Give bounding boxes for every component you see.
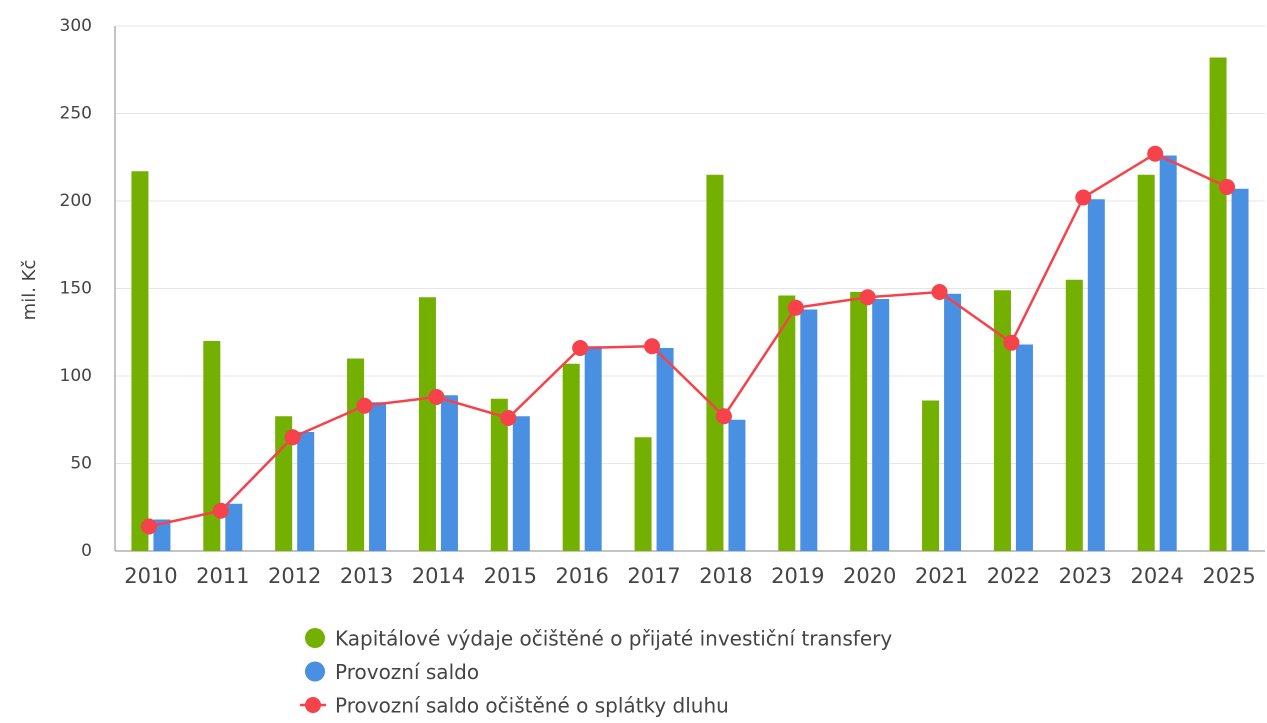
line-point [859,289,876,306]
bar [728,419,746,551]
x-tick-label: 2022 [987,564,1040,588]
x-tick-label: 2018 [699,564,752,588]
bar [1159,155,1177,551]
line-point [140,518,157,535]
bar [153,519,171,551]
y-tick-label: 0 [81,541,92,561]
line-point [284,429,301,446]
bar [369,402,387,551]
bar [584,346,602,551]
x-tick-label: 2014 [412,564,465,588]
bar [922,400,940,551]
x-tick-label: 2024 [1130,564,1183,588]
bar [418,297,436,551]
y-tick-label: 200 [60,191,92,211]
bar [131,171,149,551]
bar [297,432,315,551]
bar [872,299,890,551]
bar [347,358,365,551]
bar [1137,174,1155,551]
bar [203,341,221,551]
y-tick-label: 150 [60,279,92,299]
legend-marker [305,628,325,648]
line-point [715,408,732,425]
line-point [931,284,948,300]
y-axis-label: mil. Kč [19,260,40,321]
bar [944,293,962,551]
bar [1209,57,1227,551]
legend-marker [305,661,325,682]
line-point [787,299,804,316]
legend-label: Provozní saldo [335,660,479,684]
x-tick-label: 2020 [843,564,896,588]
y-tick-label: 250 [60,104,92,124]
bar [1087,199,1105,551]
x-tick-label: 2017 [627,564,680,588]
x-tick-label: 2010 [124,564,177,588]
bar [706,174,724,551]
line-point [212,502,229,519]
line-point [1147,145,1164,162]
bar [993,290,1011,551]
line-point [1003,334,1020,351]
legend-marker [305,697,321,713]
bar [1231,188,1249,551]
bar [440,395,458,551]
bar [656,348,674,551]
bar [490,398,508,551]
bar [800,309,818,551]
bar [850,292,868,551]
x-tick-label: 2016 [555,564,608,588]
x-tick-label: 2015 [484,564,537,588]
y-tick-label: 300 [60,16,92,36]
line-point [644,338,661,355]
x-tick-label: 2019 [771,564,824,588]
x-tick-label: 2025 [1202,564,1255,588]
line [148,152,1228,528]
y-tick-label: 50 [70,454,92,474]
line-point [356,397,373,414]
line-point [500,410,517,426]
bar [512,416,530,551]
x-tick-label: 2013 [340,564,393,588]
line-point [1075,189,1092,206]
x-tick-label: 2011 [196,564,249,588]
line-point [572,340,589,356]
line-point [1219,179,1236,195]
bar [1065,279,1083,551]
bar [225,503,243,551]
bar [1015,344,1033,551]
x-tick-label: 2023 [1059,564,1112,588]
bar [562,363,580,551]
x-tick-label: 2021 [915,564,968,588]
x-tick-label: 2012 [268,564,321,588]
bar [778,295,796,551]
line-point [428,389,445,405]
bar [634,437,652,551]
legend-label: Provozní saldo očištěné o splátky dluhu [335,694,729,718]
legend-label: Kapitálové výdaje očištěné o přijaté inv… [335,627,892,651]
y-tick-label: 100 [60,366,92,386]
